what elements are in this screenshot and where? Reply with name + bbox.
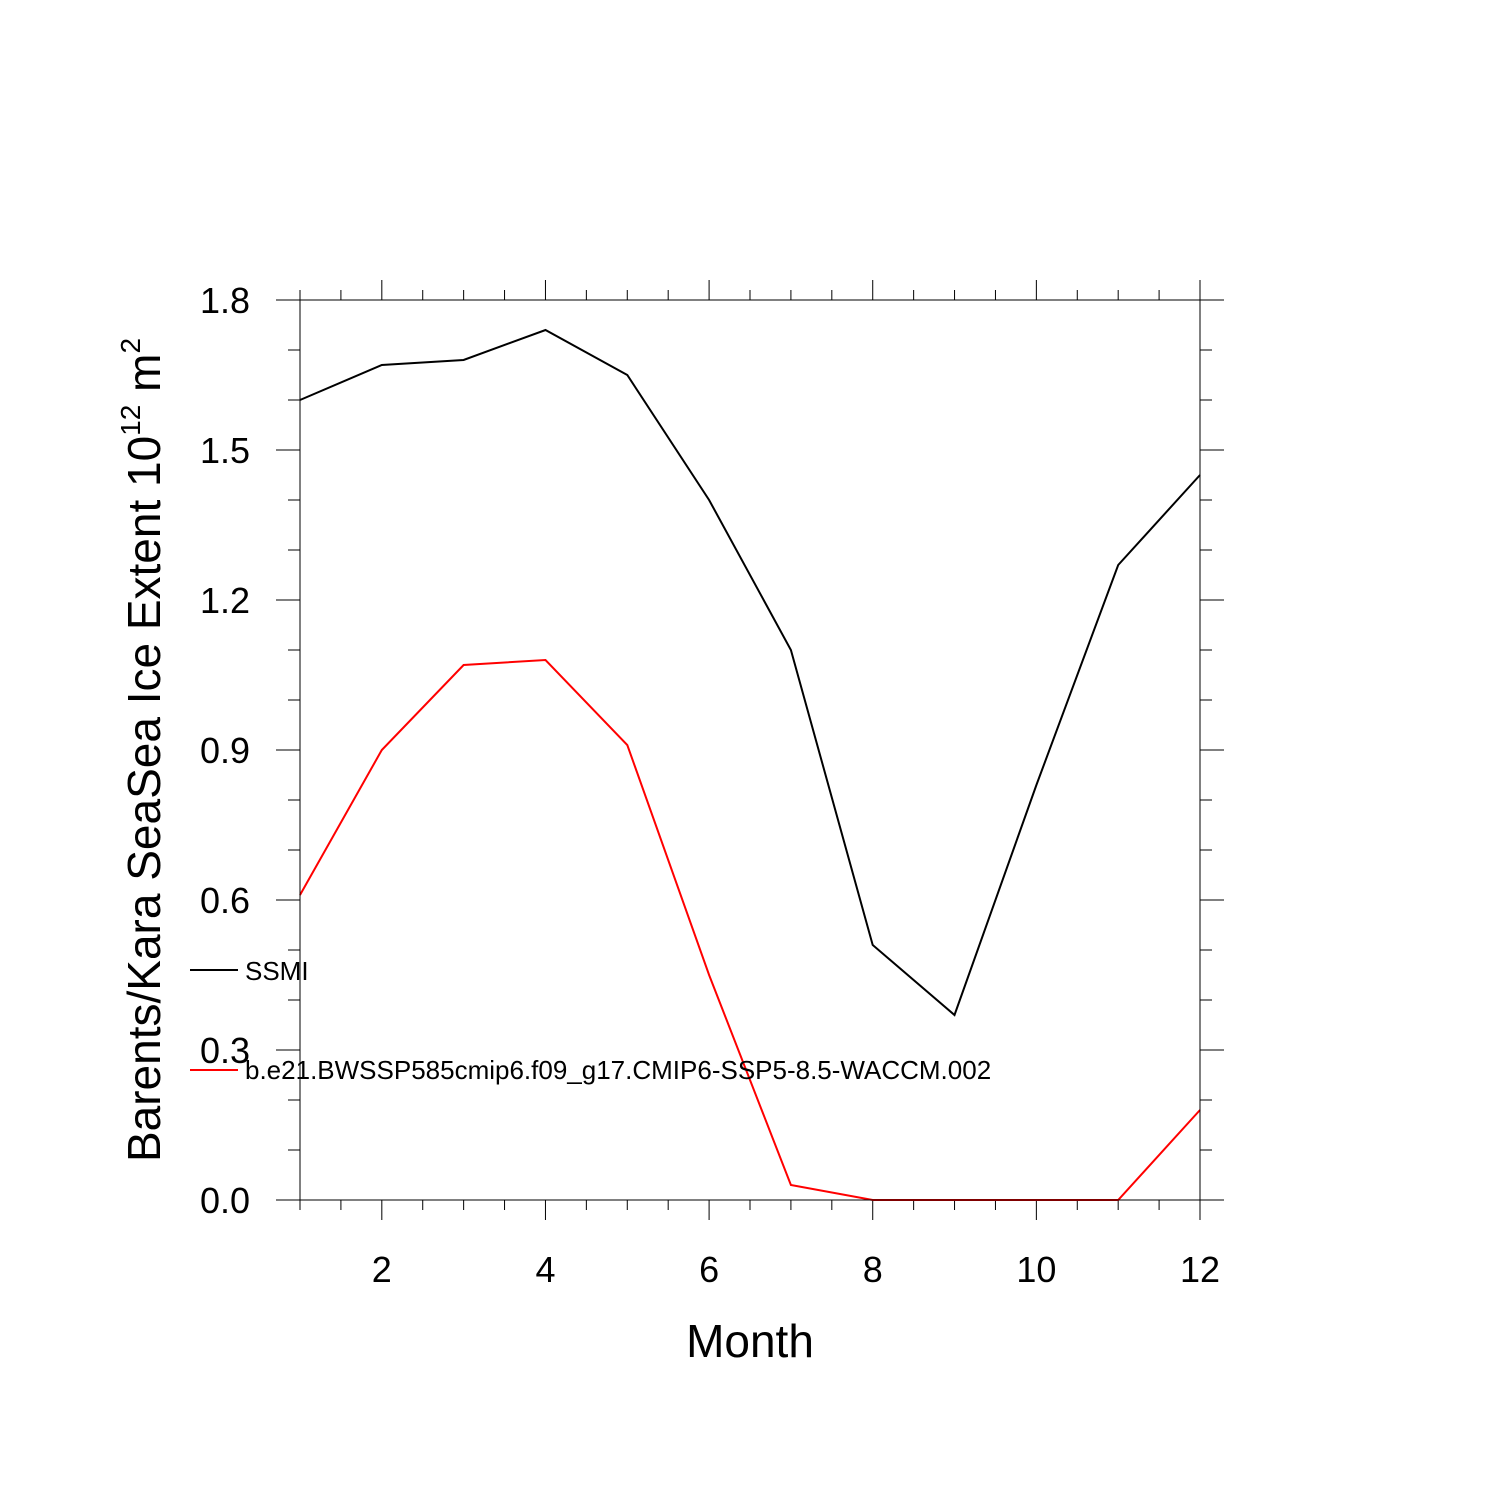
series-line-waccm — [299, 658, 1201, 1201]
x-tick-label: 8 — [863, 1249, 883, 1290]
x-tick-label: 4 — [535, 1249, 555, 1290]
legend: SSMI b.e21.BWSSP585cmip6.f09_g17.CMIP6-S… — [190, 956, 991, 1085]
plot-frame — [299, 299, 1201, 1201]
y-tick-label: 0.0 — [200, 1180, 250, 1221]
y-axis-label: Barents/Kara SeaSea Ice Extent 1012 m2 — [115, 338, 170, 1162]
x-tick-label: 6 — [699, 1249, 719, 1290]
y-axis-label-exponent: 12 — [115, 405, 146, 436]
y-axis-label-unit-exponent: 2 — [115, 338, 146, 354]
legend-label-waccm: b.e21.BWSSP585cmip6.f09_g17.CMIP6-SSP5-8… — [245, 1055, 991, 1085]
x-axis-label: Month — [686, 1315, 814, 1367]
axis-ticks — [276, 280, 1224, 1220]
x-tick-label: 12 — [1180, 1249, 1220, 1290]
legend-label-ssmi: SSMI — [245, 956, 309, 986]
y-axis-label-base: Barents/Kara SeaSea Ice Extent 10 — [118, 436, 170, 1162]
y-tick-label: 0.6 — [200, 880, 250, 921]
y-tick-label: 0.9 — [200, 730, 250, 771]
y-tick-label: 1.5 — [200, 430, 250, 471]
x-tick-label: 2 — [372, 1249, 392, 1290]
series-line-ssmi — [299, 328, 1201, 1017]
y-tick-label: 1.2 — [200, 580, 250, 621]
y-tick-labels: 0.0 0.3 0.6 0.9 1.2 1.5 1.8 — [200, 280, 250, 1221]
x-tick-label: 10 — [1016, 1249, 1056, 1290]
y-tick-label: 0.3 — [200, 1030, 250, 1071]
y-tick-label: 1.8 — [200, 280, 250, 321]
x-tick-labels: 2 4 6 8 10 12 — [372, 1249, 1220, 1290]
y-axis-label-unit: m — [118, 354, 170, 405]
